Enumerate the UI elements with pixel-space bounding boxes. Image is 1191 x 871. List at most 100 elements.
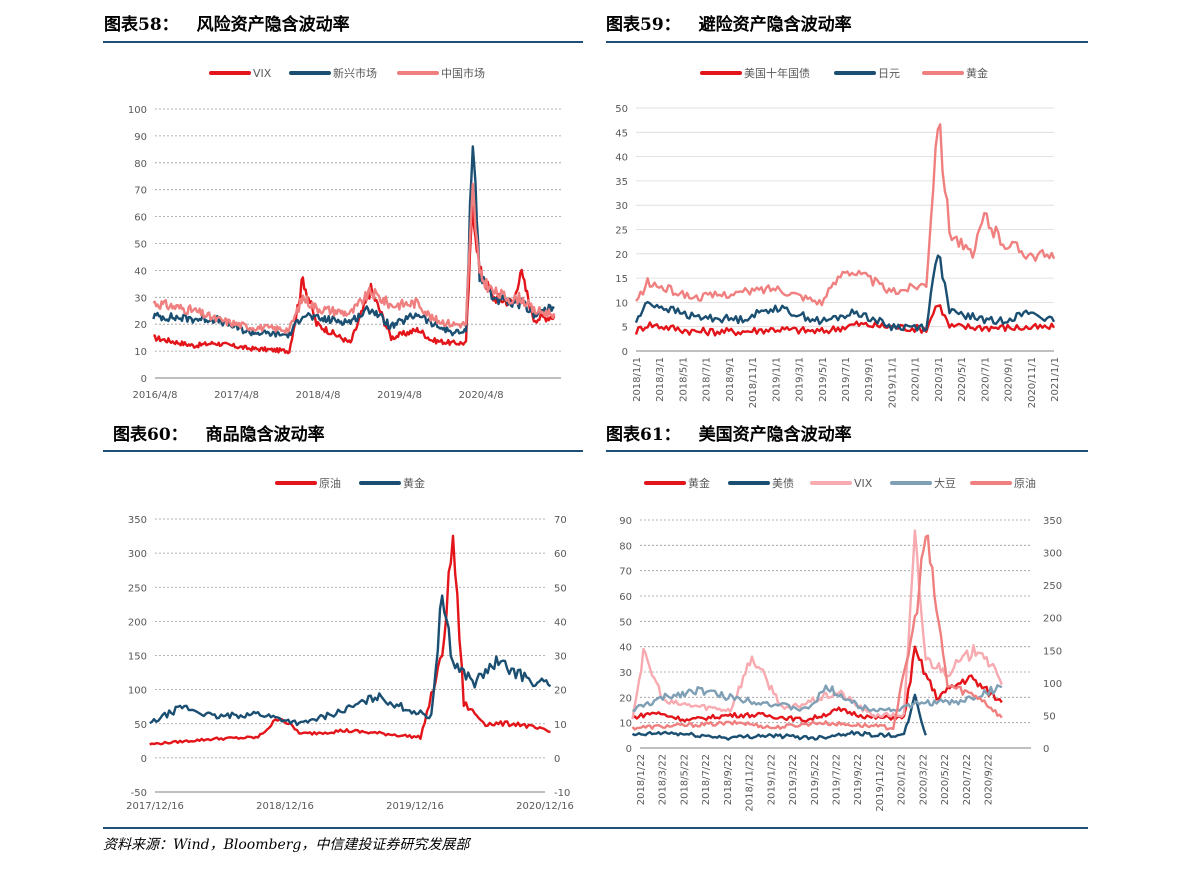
y-tick-label: 0 <box>622 347 628 358</box>
x-tick-label: 2018/7/22 <box>701 754 712 805</box>
y-tick-label: 60 <box>134 213 147 224</box>
x-tick-label: 2020/5/22 <box>940 754 951 805</box>
y-tick-label: 70 <box>134 186 147 197</box>
series-line <box>634 304 1056 337</box>
y2-tick-label: 50 <box>554 583 567 594</box>
x-tick-label: 2020/4/8 <box>459 390 504 401</box>
y-tick-label: 50 <box>134 720 147 731</box>
x-tick-label: 2018/11/1 <box>748 357 759 408</box>
x-tick-label: 2019/11/1 <box>887 357 898 408</box>
legend-label: 美债 <box>772 476 794 490</box>
x-tick-label: 2018/9/1 <box>725 357 736 402</box>
y-tick-label: 350 <box>128 515 147 526</box>
legend-label: 大豆 <box>934 476 956 490</box>
source-note: 资料来源：Wind，Bloomberg，中信建投证券研究发展部 <box>103 837 470 853</box>
legend-label: 原油 <box>319 476 341 490</box>
y-tick-label: 40 <box>134 266 147 277</box>
footer-rule <box>103 827 1088 829</box>
figure-title: 商品隐含波动率 <box>205 425 325 445</box>
legend-label: 黄金 <box>403 476 425 490</box>
y-tick-label: 40 <box>615 153 628 164</box>
x-tick-label: 2020/3/22 <box>918 754 929 805</box>
y-tick-label: 300 <box>128 549 147 560</box>
x-tick-label: 2016/4/8 <box>133 390 178 401</box>
figure-number: 图表60： <box>113 425 188 445</box>
y-tick-label: 250 <box>128 583 147 594</box>
series-line <box>631 693 927 741</box>
x-tick-label: 2020/9/1 <box>1004 357 1015 402</box>
x-tick-label: 2018/4/8 <box>296 390 341 401</box>
y2-tick-label: 100 <box>1043 679 1062 690</box>
y-tick-label: 45 <box>615 128 628 139</box>
x-tick-label: 2019/9/1 <box>864 357 875 402</box>
figure-title: 避险资产隐含波动率 <box>698 15 852 35</box>
y-tick-label: 30 <box>619 668 632 679</box>
x-tick-label: 2019/9/22 <box>853 754 864 805</box>
figure-number: 图表59： <box>606 15 681 35</box>
y2-tick-label: 40 <box>554 617 567 628</box>
title-rule <box>606 450 1088 452</box>
y-tick-label: 90 <box>134 132 147 143</box>
x-tick-label: 2018/5/1 <box>678 357 689 402</box>
y2-tick-label: 200 <box>1043 614 1062 625</box>
x-tick-label: 2019/12/16 <box>386 801 444 812</box>
x-tick-label: 2018/11/22 <box>745 754 756 812</box>
y2-tick-label: 250 <box>1043 581 1062 592</box>
legend-label: 日元 <box>878 67 900 80</box>
y-tick-label: 150 <box>128 652 147 663</box>
x-tick-label: 2019/5/1 <box>818 357 829 402</box>
x-tick-label: 2018/12/16 <box>256 801 314 812</box>
series-line <box>635 123 1056 307</box>
x-tick-label: 2019/1/1 <box>771 357 782 402</box>
legend-label: VIX <box>854 477 873 490</box>
y-tick-label: 70 <box>619 567 632 578</box>
legend-label: 黄金 <box>966 66 988 80</box>
x-tick-label: 2021/1/1 <box>1050 357 1061 402</box>
x-tick-label: 2020/1/1 <box>911 357 922 402</box>
x-tick-label: 2019/3/22 <box>788 754 799 805</box>
chart-risk-asset-iv: 0 10 20 30 40 50 60 70 80 90 100 2016/4/8 2017/4/8 20… <box>128 66 561 401</box>
legend-label: 原油 <box>1014 476 1036 490</box>
x-tick-label: 2020/3/1 <box>934 357 945 402</box>
y2-tick-label: 0 <box>554 754 560 765</box>
y-tick-label: 100 <box>128 105 147 116</box>
panel-title-58: 图表58： 风险资产隐含波动率 <box>104 15 350 35</box>
x-tick-label: 2020/7/1 <box>980 357 991 402</box>
figure-number: 图表58： <box>104 15 179 35</box>
y-tick-label: 30 <box>134 293 147 304</box>
y2-tick-label: 10 <box>554 720 567 731</box>
x-tick-label: 2020/11/1 <box>1027 357 1038 408</box>
chart-safe-haven-iv: 0 5 10 15 20 25 30 35 40 45 50 2018/1/1 2018/3/1 2018… <box>615 66 1061 408</box>
y-tick-label: 50 <box>134 240 147 251</box>
x-tick-label: 2018/1/22 <box>636 754 647 805</box>
y2-tick-label: 20 <box>554 686 567 697</box>
y-tick-label: -50 <box>131 788 147 799</box>
series-line <box>152 182 556 334</box>
x-tick-label: 2020/7/22 <box>962 754 973 805</box>
x-tick-label: 2019/11/22 <box>875 754 886 812</box>
y-tick-label: 10 <box>619 719 632 730</box>
y-tick-label: 50 <box>619 617 632 628</box>
panel-title-60: 图表60： 商品隐含波动率 <box>113 425 325 445</box>
x-tick-label: 2018/1/1 <box>632 357 643 402</box>
y2-tick-label: 150 <box>1043 646 1062 657</box>
y-tick-label: 15 <box>615 274 628 285</box>
y2-tick-label: 70 <box>554 515 567 526</box>
x-tick-label: 2019/1/22 <box>766 754 777 805</box>
series-line <box>149 534 551 746</box>
figure-number: 图表61： <box>606 425 681 445</box>
title-rule <box>103 41 583 43</box>
x-tick-label: 2019/7/22 <box>832 754 843 805</box>
y-tick-label: 10 <box>615 298 628 309</box>
panel-title-59: 图表59： 避险资产隐含波动率 <box>606 15 852 35</box>
x-tick-label: 2018/9/22 <box>723 754 734 805</box>
y2-tick-label: 50 <box>1043 711 1056 722</box>
y-tick-label: 20 <box>615 250 628 261</box>
series-line <box>153 205 556 355</box>
y2-tick-label: 60 <box>554 549 567 560</box>
x-tick-label: 2020/5/1 <box>957 357 968 402</box>
chart-commodity-iv: -50 0 50 100 150 200 250 300 350 -10 0 10 20 30 40 50 60… <box>126 476 574 812</box>
x-tick-label: 2019/5/22 <box>810 754 821 805</box>
series-line <box>149 594 552 727</box>
x-tick-label: 2018/5/22 <box>679 754 690 805</box>
